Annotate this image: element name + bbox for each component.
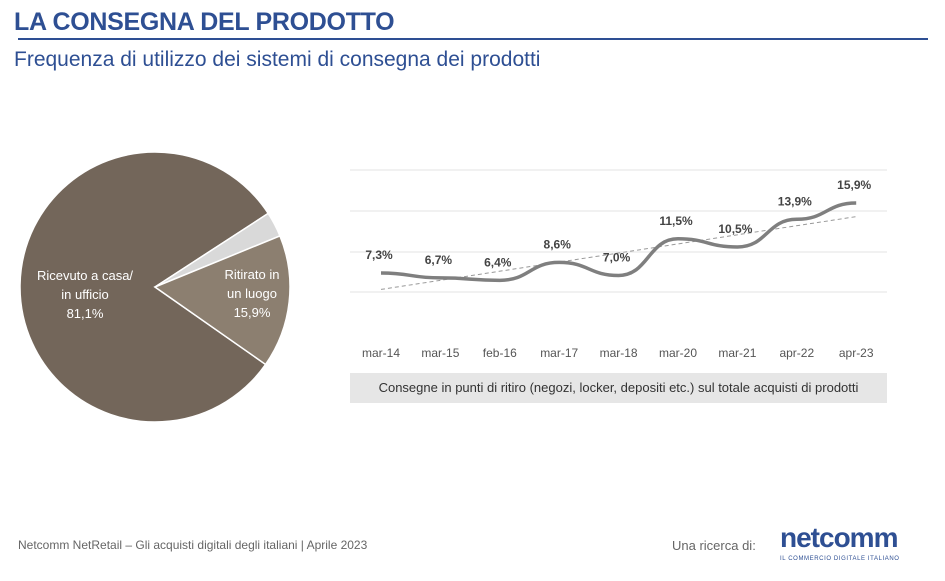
x-tick-label: mar-18 — [600, 346, 638, 360]
page-title: LA CONSEGNA DEL PRODOTTO — [14, 8, 395, 36]
data-label: 11,5% — [659, 214, 693, 228]
x-tick-label: feb-16 — [483, 346, 517, 360]
pie-slice — [19, 151, 270, 423]
page-subtitle: Frequenza di utilizzo dei sistemi di con… — [14, 48, 541, 71]
data-label: 10,5% — [718, 222, 752, 236]
data-label: 7,0% — [603, 250, 631, 264]
pie-label-home: in ufficio — [61, 287, 108, 302]
pie-label-pickup: 15,9% — [234, 305, 271, 320]
x-tick-label: apr-23 — [839, 346, 874, 360]
line-chart-caption: Consegne in punti di ritiro (negozi, loc… — [350, 373, 887, 403]
x-tick-label: mar-20 — [659, 346, 697, 360]
x-tick-label: mar-15 — [421, 346, 459, 360]
data-label: 8,6% — [544, 237, 572, 251]
data-label: 15,9% — [837, 178, 871, 192]
netcomm-logo-tagline: IL COMMERCIO DIGITALE ITALIANO — [780, 556, 900, 562]
line-series — [380, 201, 857, 283]
title-divider — [18, 38, 928, 40]
data-label: 7,3% — [365, 248, 393, 262]
pie-slice — [153, 234, 291, 366]
pie-label-home: Ricevuto a casa/ — [37, 268, 133, 283]
pie-label-pickup: Ritirato in — [225, 267, 280, 282]
pie-label-home: 81,1% — [67, 306, 104, 321]
x-tick-label: mar-21 — [718, 346, 756, 360]
footer-text: Netcomm NetRetail – Gli acquisti digital… — [18, 538, 368, 552]
netcomm-logo: netcomm — [780, 522, 898, 553]
x-tick-label: apr-22 — [779, 346, 814, 360]
research-by-label: Una ricerca di: — [672, 538, 756, 553]
x-tick-label: mar-14 — [362, 346, 400, 360]
pie-label-pickup: un luogo — [227, 286, 277, 301]
data-label: 6,4% — [484, 255, 512, 269]
x-tick-label: mar-17 — [540, 346, 578, 360]
data-label: 13,9% — [778, 194, 812, 208]
data-label: 6,7% — [425, 253, 453, 267]
